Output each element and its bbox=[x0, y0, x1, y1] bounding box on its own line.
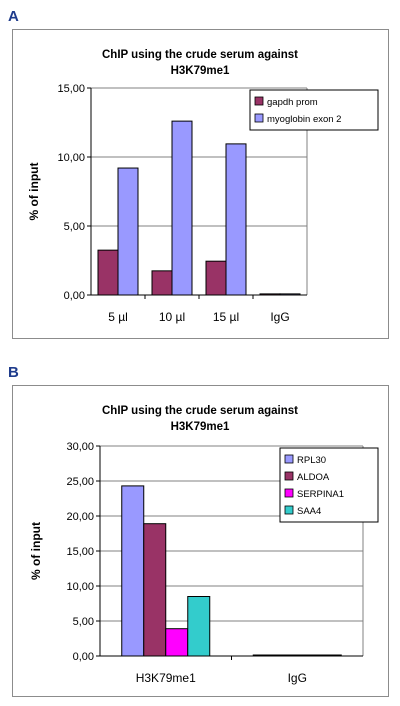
chart-title-b: ChIP using the crude serum against bbox=[102, 405, 298, 417]
legend-swatch bbox=[284, 454, 294, 464]
panel-label-a: A bbox=[8, 8, 19, 25]
legend-swatch bbox=[254, 96, 264, 106]
legend-swatch bbox=[284, 471, 294, 481]
y-tick-label: 15,00 bbox=[66, 546, 94, 558]
bar-aldoa-1 bbox=[143, 523, 167, 657]
bar-saa4-1 bbox=[187, 596, 211, 657]
y-tick-label: 10,00 bbox=[66, 581, 94, 593]
x-tick-label: H3K79me1 bbox=[136, 671, 196, 685]
x-tick-label: 10 µl bbox=[159, 310, 185, 324]
y-tick-label: 0,00 bbox=[64, 290, 85, 302]
y-tick-label: 30,00 bbox=[66, 441, 94, 453]
legend-label: myoglobin exon 2 bbox=[267, 114, 341, 125]
y-tick-label: 15,00 bbox=[57, 83, 85, 95]
chart-title-b: H3K79me1 bbox=[171, 421, 230, 433]
legend-label: ALDOA bbox=[297, 472, 330, 483]
chart-title-a: H3K79me1 bbox=[171, 65, 230, 77]
legend-swatch bbox=[284, 488, 294, 498]
legend-box-a bbox=[249, 89, 379, 131]
x-tick-label: 15 µl bbox=[213, 310, 239, 324]
legend-label: RPL30 bbox=[297, 455, 326, 466]
legend-label: gapdh prom bbox=[267, 97, 318, 108]
y-axis-label-a: % of input bbox=[27, 163, 41, 221]
legend-box-b bbox=[279, 447, 379, 523]
legend-label: SERPINA1 bbox=[297, 489, 344, 500]
y-tick-label: 20,00 bbox=[66, 511, 94, 523]
legend-swatch bbox=[284, 505, 294, 515]
y-tick-label: 25,00 bbox=[66, 476, 94, 488]
y-tick-label: 10,00 bbox=[57, 152, 85, 164]
bar-serpina1-1 bbox=[165, 628, 189, 657]
legend-label: SAA4 bbox=[297, 506, 321, 517]
panel-label-b: B bbox=[8, 364, 19, 381]
chart-title-a: ChIP using the crude serum against bbox=[102, 49, 298, 61]
x-tick-label: IgG bbox=[270, 310, 289, 324]
y-axis-label-b: % of input bbox=[29, 522, 43, 580]
legend-swatch bbox=[254, 113, 264, 123]
y-tick-label: 5,00 bbox=[73, 616, 94, 628]
y-tick-label: 5,00 bbox=[64, 221, 85, 233]
x-tick-label: 5 µl bbox=[108, 310, 128, 324]
x-tick-label: IgG bbox=[288, 671, 307, 685]
bar-rpl30-1 bbox=[121, 485, 145, 657]
y-tick-label: 0,00 bbox=[73, 651, 94, 663]
